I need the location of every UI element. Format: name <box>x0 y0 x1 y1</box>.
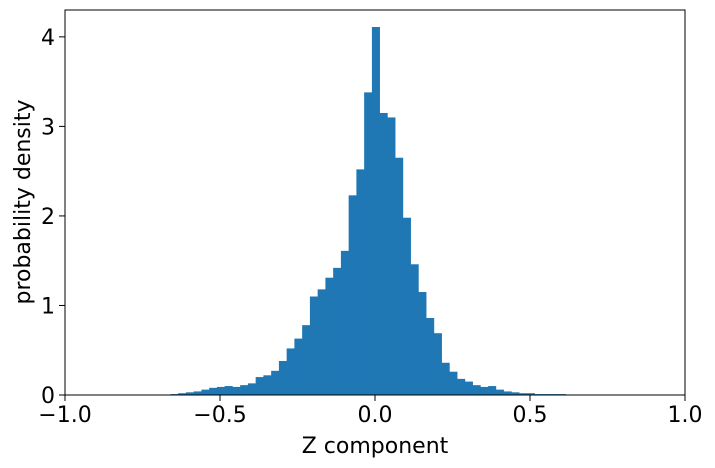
histogram-bar <box>309 296 318 395</box>
y-axis-ticks: 0 1 2 3 4 <box>41 26 65 409</box>
histogram-bar <box>356 169 365 395</box>
histogram-bar <box>255 377 264 395</box>
histogram-bar <box>488 386 497 395</box>
histogram-bar <box>526 393 535 395</box>
histogram-bar <box>178 393 187 395</box>
histogram-bar <box>224 386 233 395</box>
x-tick-label: 0.5 <box>513 403 548 428</box>
histogram-bar <box>402 217 411 395</box>
y-tick-label: 4 <box>41 26 55 51</box>
histogram-bar <box>240 385 249 395</box>
y-tick-label: 1 <box>41 294 55 319</box>
histogram-bar <box>472 385 481 395</box>
histogram-bar <box>201 389 210 395</box>
histogram-bar <box>449 371 458 395</box>
histogram-bar <box>216 386 225 395</box>
histogram-bar <box>495 389 504 395</box>
histogram-bar <box>426 318 435 395</box>
histogram-bar <box>340 250 349 395</box>
y-tick-label: 2 <box>41 205 55 230</box>
histogram-bar <box>387 117 396 395</box>
histogram-bar <box>209 387 218 395</box>
histogram-bar <box>325 277 334 395</box>
histogram-bar <box>519 393 528 395</box>
histogram-bar <box>193 391 202 395</box>
x-tick-label: 0.0 <box>358 403 393 428</box>
y-axis-label: probability density <box>11 99 36 304</box>
histogram-bar <box>185 392 194 395</box>
histogram-bar <box>395 157 404 395</box>
histogram-bar <box>433 333 442 395</box>
histogram-bar <box>317 289 326 395</box>
histogram-bar <box>333 267 342 395</box>
histogram-bar <box>480 386 489 395</box>
x-axis-label: Z component <box>302 434 449 459</box>
histogram-bar <box>232 386 241 395</box>
x-tick-label: 1.0 <box>668 403 703 428</box>
x-tick-label: −0.5 <box>193 403 246 428</box>
y-tick-label: 3 <box>41 115 55 140</box>
histogram-bar <box>364 92 373 396</box>
histogram-bars <box>170 27 590 396</box>
histogram-bar <box>371 27 380 395</box>
histogram-bar <box>247 383 256 395</box>
histogram-bar <box>418 292 427 395</box>
histogram-bar <box>503 391 512 395</box>
histogram-bar <box>464 381 473 395</box>
histogram-bar <box>263 375 272 395</box>
histogram-bar <box>271 370 280 395</box>
histogram-bar <box>302 325 311 395</box>
x-axis-ticks: −1.0 −0.5 0.0 0.5 1.0 <box>38 395 703 428</box>
histogram-bar <box>410 264 419 395</box>
histogram-bar <box>457 378 466 395</box>
histogram-bar <box>294 338 303 395</box>
histogram-bar <box>379 112 388 395</box>
y-tick-label: 0 <box>41 384 55 409</box>
histogram-bar <box>348 195 357 395</box>
x-tick-label: −1.0 <box>38 403 91 428</box>
histogram-bar <box>441 362 450 395</box>
histogram-bar <box>511 392 520 395</box>
histogram-bar <box>286 348 295 395</box>
histogram-bar <box>278 360 287 395</box>
